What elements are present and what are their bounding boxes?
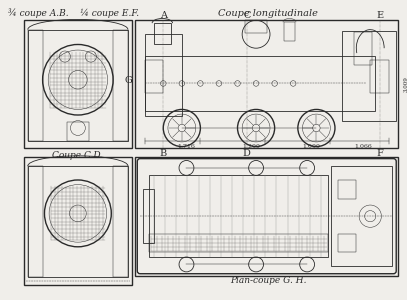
Bar [67,122,89,141]
Bar [342,32,396,121]
Bar [149,234,328,252]
Text: 1.066: 1.066 [354,144,372,149]
Bar [28,30,128,141]
Text: F: F [376,149,383,158]
Bar [24,157,132,285]
Text: E: E [376,11,383,20]
Text: Coupe C.D.: Coupe C.D. [53,151,103,160]
Bar [28,30,43,141]
Bar [338,180,356,199]
Text: G: G [124,76,132,85]
Text: 3.009: 3.009 [404,76,407,92]
Bar [331,166,392,266]
Bar [354,32,372,65]
Text: C: C [243,11,250,20]
Bar [143,189,154,243]
Bar [338,234,356,252]
Bar [28,166,128,278]
Text: 1.000: 1.000 [303,144,321,149]
Bar [154,23,171,44]
Text: 1.716: 1.716 [177,144,195,149]
Bar [24,20,132,148]
Text: 1.200: 1.200 [243,144,260,149]
Text: Coupe longitudinale: Coupe longitudinale [218,9,318,18]
Bar [284,22,295,41]
Bar [28,166,43,278]
Bar [145,56,375,111]
Bar [113,30,128,141]
Bar [149,175,328,257]
Text: B: B [160,149,167,158]
Text: ¾ coupe A.B.    ¼ coupe E.F.: ¾ coupe A.B. ¼ coupe E.F. [8,8,139,18]
Text: D: D [243,149,251,158]
Bar [136,20,398,148]
Text: Plan-coupe G. H.: Plan-coupe G. H. [230,276,306,285]
Bar [370,60,389,93]
Bar [145,34,182,116]
Bar [245,20,267,33]
Bar [145,60,163,93]
Text: A: A [160,11,167,20]
Bar [136,157,398,276]
Bar [113,166,128,278]
